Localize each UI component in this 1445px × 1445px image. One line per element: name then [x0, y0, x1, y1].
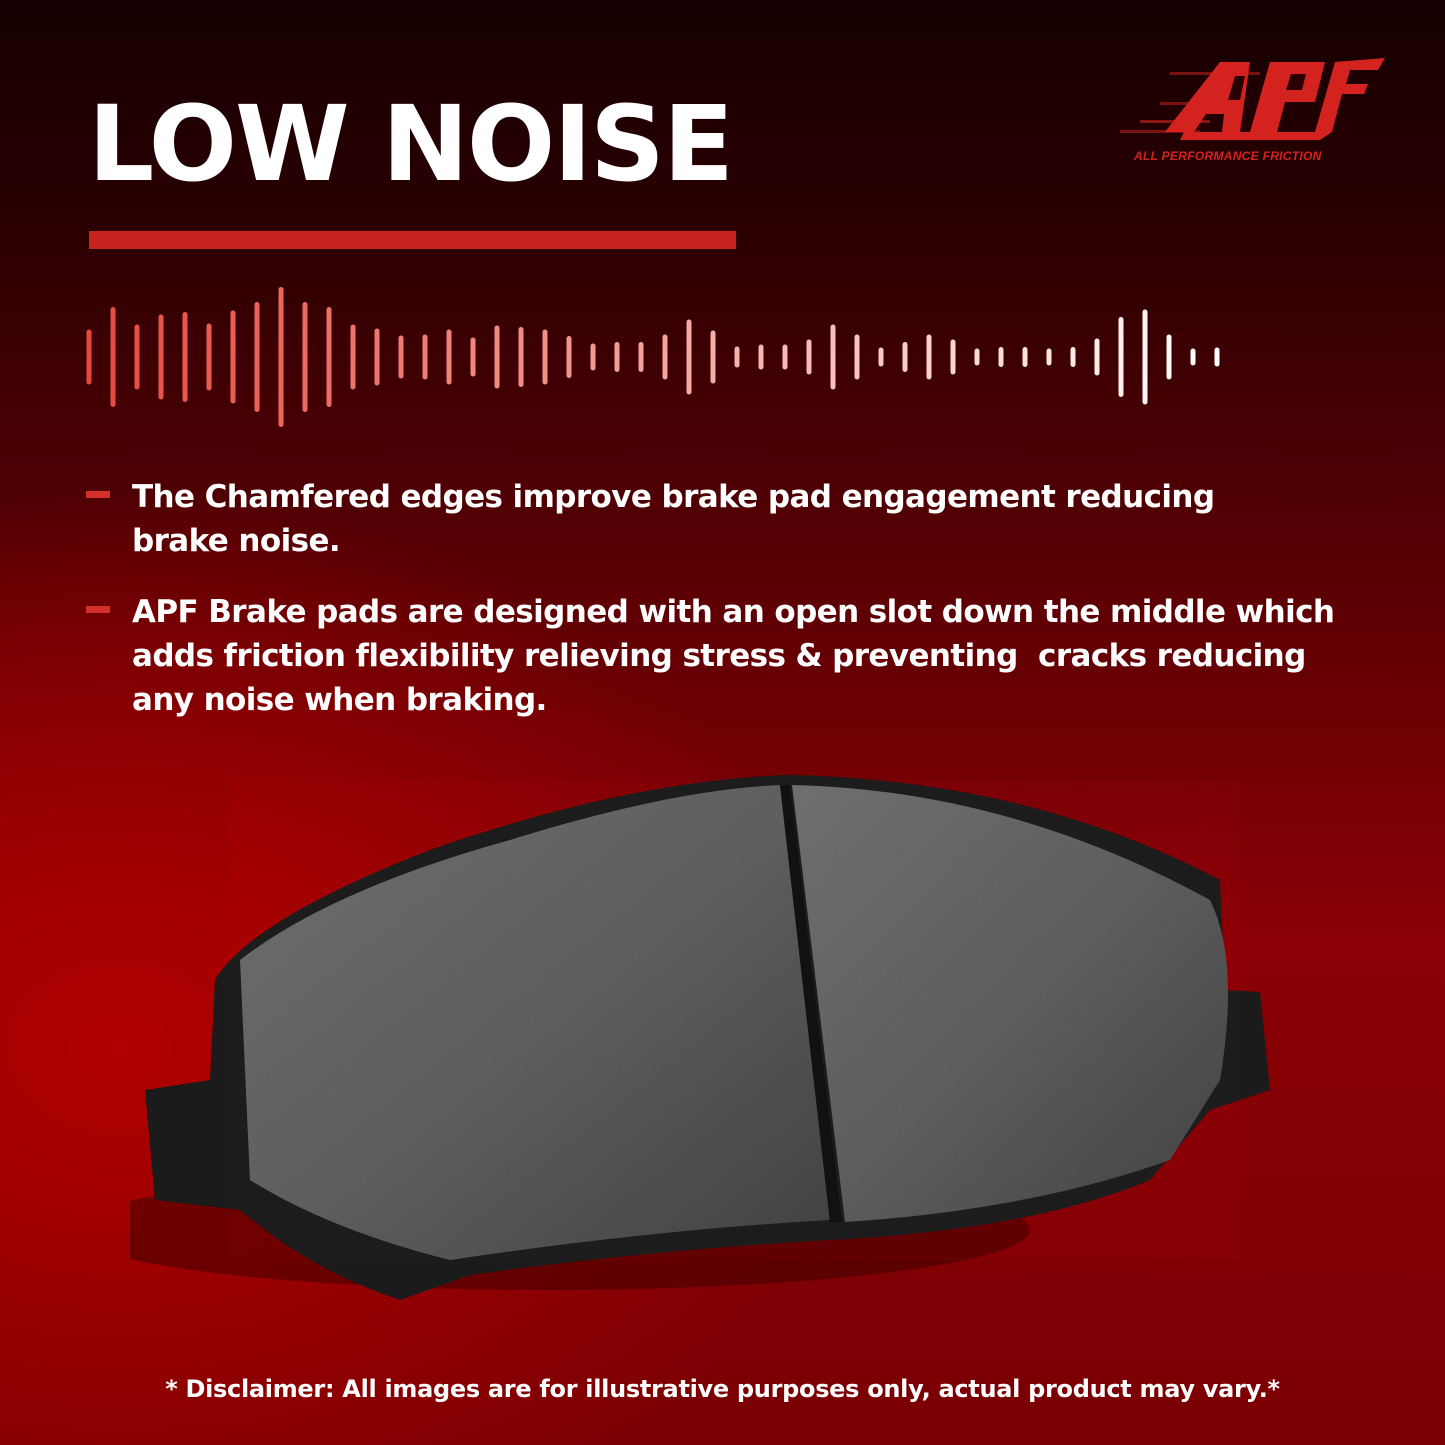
bullet-text: APF Brake pads are designed with an open…	[132, 594, 1345, 718]
bullet-item: The Chamfered edges improve brake pad en…	[86, 475, 1386, 563]
sound-wave-icon	[86, 287, 1220, 427]
disclaimer: * Disclaimer: All images are for illustr…	[165, 1375, 1280, 1403]
bullet-item: APF Brake pads are designed with an open…	[86, 590, 1386, 722]
bullet-text: The Chamfered edges improve brake pad en…	[132, 479, 1215, 559]
apf-logo	[1120, 58, 1385, 140]
headline-underline	[89, 231, 736, 249]
brand-tagline: ALL PERFORMANCE FRICTION	[1134, 149, 1322, 163]
bullet-dash	[86, 491, 110, 498]
headline: LOW NOISE	[88, 83, 734, 205]
bullet-dash	[86, 606, 110, 613]
brake-pad-image	[130, 775, 1270, 1300]
